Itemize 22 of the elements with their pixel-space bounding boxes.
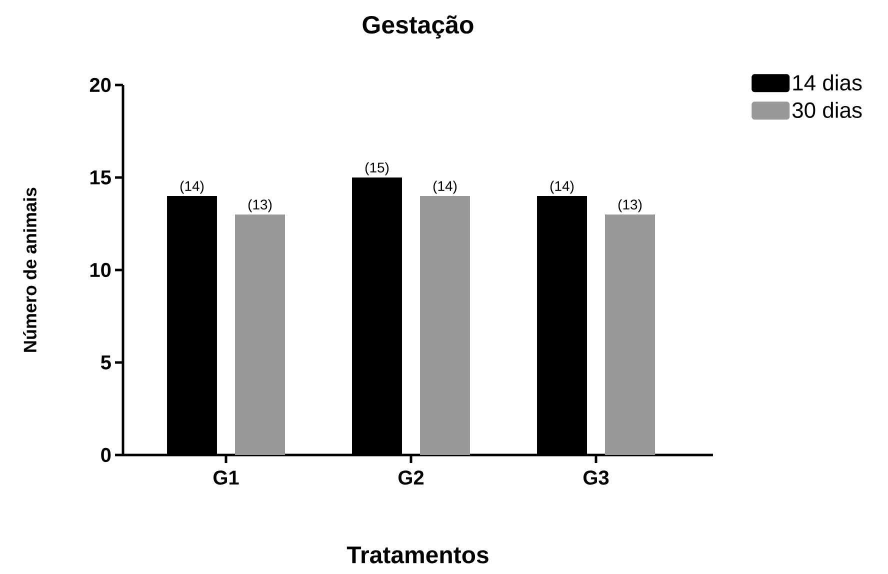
x-tick-label: G2 [398, 470, 424, 485]
bar [420, 196, 470, 455]
y-tick-label: 0 [101, 448, 111, 462]
legend-label: 30 dias [792, 102, 862, 118]
x-axis-title: Tratamentos [346, 546, 488, 564]
y-tick-label: 15 [90, 170, 111, 184]
x-tick-label: G3 [583, 470, 609, 485]
data-label: (14) [433, 180, 457, 194]
chart-title: Gestação [362, 15, 474, 39]
data-label: (15) [365, 162, 389, 176]
legend-label: 14 dias [793, 74, 862, 91]
y-tick-label: 5 [100, 356, 111, 370]
bar [605, 214, 656, 455]
data-label: (14) [550, 180, 574, 194]
bar [235, 214, 286, 455]
data-label: (13) [248, 199, 272, 212]
y-tick-label: 20 [90, 78, 111, 92]
x-tick-label: G1 [213, 470, 239, 485]
y-axis-title: Número de animais [23, 188, 36, 352]
data-label: (14) [180, 180, 204, 194]
data-label: (13) [618, 199, 642, 212]
y-tick-label: 10 [90, 262, 111, 278]
